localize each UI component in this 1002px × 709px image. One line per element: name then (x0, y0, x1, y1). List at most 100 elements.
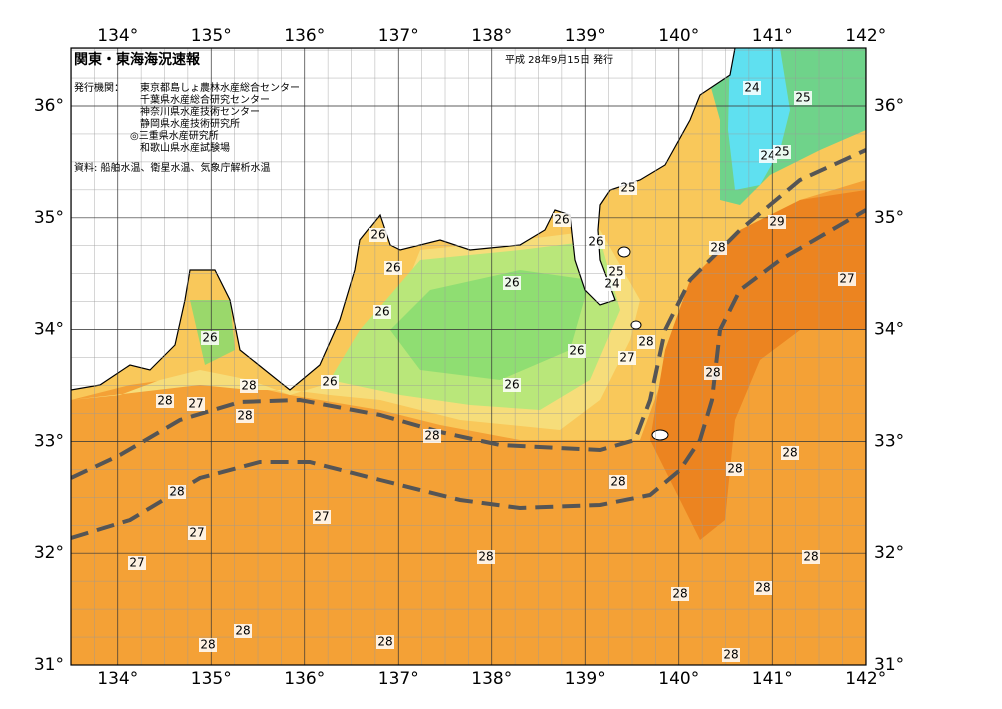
isotherm-label-bg (726, 462, 744, 476)
latitude-label: 36° (34, 96, 64, 116)
isotherm-label: 24 (744, 81, 759, 95)
isotherm-label: 28 (200, 638, 215, 652)
longitude-label: 138° (471, 26, 512, 46)
longitude-label: 134° (97, 669, 138, 689)
issuers-label: 発行機関： (74, 81, 124, 94)
isotherm-label-bg (156, 394, 174, 408)
isotherm-label-bg (503, 378, 521, 392)
isotherm-label-bg (503, 276, 521, 290)
longitude-label: 140° (658, 26, 699, 46)
issue-date: 平成 28年9月15日 発行 (505, 53, 613, 66)
isotherm-label: 25 (620, 181, 635, 195)
isotherm-label-bg (313, 510, 331, 524)
isotherm-label: 28 (727, 462, 742, 476)
sea-green-deep (390, 270, 590, 380)
isotherm-label-bg (236, 409, 254, 423)
latitude-label: 31° (34, 655, 64, 675)
isotherm-label-bg (587, 235, 605, 249)
isotherm-label-bg (373, 305, 391, 319)
isotherm-label: 27 (314, 510, 329, 524)
longitude-label: 141° (752, 26, 793, 46)
isotherm-label: 27 (619, 351, 634, 365)
isotherm-label-bg (619, 181, 637, 195)
longitude-label: 134° (97, 26, 138, 46)
isotherm-label: 28 (241, 379, 256, 393)
isotherm-label: 26 (202, 331, 217, 345)
isotherm-label: 26 (504, 276, 519, 290)
title: 関東・東海海況速報 (74, 51, 201, 68)
isotherm-label-bg (187, 397, 205, 411)
latitude-label: 32° (34, 543, 64, 563)
isotherm-label: 26 (554, 213, 569, 227)
longitude-label: 141° (752, 669, 793, 689)
isotherm-label-bg (781, 446, 799, 460)
longitude-label: 135° (191, 669, 232, 689)
isotherm-label-bg (637, 335, 655, 349)
isotherm-label: 25 (608, 265, 623, 279)
isotherm-label-bg (240, 379, 258, 393)
isotherm-label-bg (568, 344, 586, 358)
isotherm-label-bg (743, 81, 761, 95)
isotherm-label-bg (773, 145, 791, 159)
isotherm-label-bg (423, 429, 441, 443)
isotherm-label: 28 (755, 581, 770, 595)
longitude-label: 139° (565, 669, 606, 689)
isotherm-label: 28 (705, 366, 720, 380)
isotherm-label: 26 (569, 344, 584, 358)
isotherm-label: 28 (672, 587, 687, 601)
isotherm-label: 25 (774, 145, 789, 159)
latitude-label: 33° (874, 431, 904, 451)
longitude-label: 142° (845, 669, 886, 689)
longitude-label: 137° (378, 669, 419, 689)
isotherm-label-bg (609, 475, 627, 489)
latitude-label: 34° (34, 320, 64, 340)
isotherm-label: 28 (169, 485, 184, 499)
isotherm-label: 28 (235, 624, 250, 638)
isotherm-label: 28 (478, 550, 493, 564)
issuer: ◎三重県水産研究所 (130, 129, 219, 142)
latitude-label: 31° (874, 655, 904, 675)
isotherm-label: 28 (723, 648, 738, 662)
island (630, 320, 642, 330)
kuroshio-south-edge (71, 208, 866, 540)
isotherm-label-bg (802, 550, 820, 564)
isotherm-label: 28 (157, 394, 172, 408)
isotherm-label-bg (794, 91, 812, 105)
isotherm-label: 26 (385, 261, 400, 275)
isotherm-label-bg (759, 149, 777, 163)
isotherm-label: 24 (760, 149, 775, 163)
isotherm-label: 28 (782, 446, 797, 460)
isotherm-label-bg (234, 624, 252, 638)
isotherm-label-bg (128, 556, 146, 570)
latitude-label: 36° (874, 96, 904, 116)
isotherm-label-bg (168, 485, 186, 499)
issuer: 東京都島しょ農林水産総合センター (140, 81, 300, 94)
island (651, 429, 669, 441)
isotherm-label-bg (722, 648, 740, 662)
longitude-label: 142° (845, 26, 886, 46)
latitude-label: 35° (874, 208, 904, 228)
isotherm-label: 28 (710, 241, 725, 255)
isotherm-label: 24 (604, 277, 619, 291)
isotherm-label-bg (754, 581, 772, 595)
island (617, 246, 631, 258)
isotherm-label-bg (704, 366, 722, 380)
isotherm-label-bg (618, 351, 636, 365)
latitude-label: 34° (874, 320, 904, 340)
isotherm-label: 26 (504, 378, 519, 392)
longitude-label: 138° (471, 669, 512, 689)
isotherm-label-bg (553, 213, 571, 227)
isotherm-label-bg (201, 331, 219, 345)
isotherm-label-bg (199, 638, 217, 652)
isotherm-label-bg (709, 241, 727, 255)
isotherm-label-bg (369, 228, 387, 242)
isotherm-label: 28 (377, 635, 392, 649)
issuer: 千葉県水産総合研究センター (140, 93, 270, 106)
data-source: 資料: 船舶水温、衛星水温、気象庁解析水温 (74, 161, 271, 174)
isotherm-label: 27 (189, 526, 204, 540)
isotherm-label: 28 (610, 475, 625, 489)
isotherm-label-bg (838, 272, 856, 286)
longitude-label: 139° (565, 26, 606, 46)
isotherm-label-bg (603, 277, 621, 291)
